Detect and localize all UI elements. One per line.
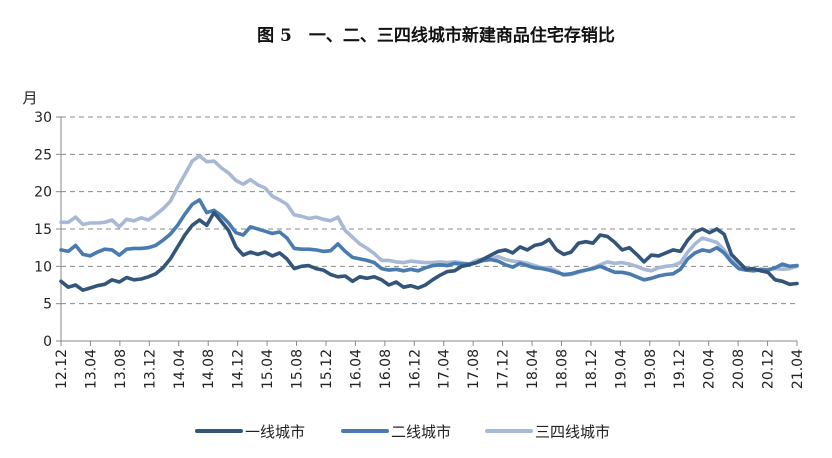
x-tick-label: 15.12 bbox=[319, 349, 335, 389]
series-line-1 bbox=[59, 198, 799, 282]
x-tick-label: 16.12 bbox=[407, 349, 423, 389]
chart-title: 图 5 一、二、三四线城市新建商品住宅存销比 bbox=[257, 25, 615, 46]
y-axis-label: 月 bbox=[22, 89, 37, 107]
gridlines bbox=[60, 116, 797, 342]
x-tick-label: 12.12 bbox=[54, 349, 70, 389]
x-tick-label: 20.12 bbox=[761, 349, 777, 389]
series-line-2 bbox=[59, 154, 799, 278]
legend: 一线城市 二线城市 三四线城市 bbox=[195, 423, 610, 441]
x-tick-label: 14.12 bbox=[231, 349, 247, 389]
series-lines bbox=[59, 154, 799, 293]
y-tick-label: 5 bbox=[43, 297, 52, 313]
y-tick-label: 15 bbox=[34, 222, 52, 238]
x-tick-label: 18.12 bbox=[584, 349, 600, 389]
x-tick-label: 14.08 bbox=[201, 349, 217, 389]
x-tick-label: 17.12 bbox=[496, 349, 512, 389]
y-tick-label: 30 bbox=[34, 110, 52, 126]
x-tick-label: 16.08 bbox=[378, 349, 394, 389]
x-tick-label: 17.08 bbox=[466, 349, 482, 389]
y-tick-label: 20 bbox=[34, 185, 52, 201]
legend-label-2: 三四线城市 bbox=[535, 423, 610, 441]
x-tick-label: 21.04 bbox=[790, 349, 806, 389]
x-tick-label: 20.08 bbox=[731, 349, 747, 389]
y-tick-label: 0 bbox=[43, 334, 52, 350]
x-axis-ticks: 12.12 13.04 13.08 13.12 14.04 14.08 14.12 15.04… bbox=[54, 341, 806, 389]
x-tick-label: 20.04 bbox=[702, 349, 718, 389]
x-tick-label: 19.12 bbox=[672, 349, 688, 389]
x-tick-label: 13.08 bbox=[113, 349, 129, 389]
y-axis-ticks: 0 5 10 15 20 25 30 bbox=[34, 110, 61, 350]
x-tick-label: 18.04 bbox=[525, 349, 541, 389]
x-tick-label: 13.04 bbox=[83, 349, 99, 389]
legend-label-1: 二线城市 bbox=[391, 423, 451, 441]
y-tick-label: 25 bbox=[34, 147, 52, 163]
x-tick-label: 15.04 bbox=[260, 349, 276, 389]
series-line-0 bbox=[59, 210, 799, 293]
x-tick-label: 18.08 bbox=[554, 349, 570, 389]
legend-label-0: 一线城市 bbox=[245, 423, 305, 441]
x-tick-label: 16.04 bbox=[348, 349, 364, 389]
x-tick-label: 15.08 bbox=[290, 349, 306, 389]
x-tick-label: 19.04 bbox=[613, 349, 629, 389]
x-tick-label: 13.12 bbox=[142, 349, 158, 389]
y-tick-label: 10 bbox=[34, 259, 52, 275]
x-tick-label: 17.04 bbox=[437, 349, 453, 389]
x-tick-label: 19.08 bbox=[643, 349, 659, 389]
x-tick-label: 14.04 bbox=[172, 349, 188, 389]
